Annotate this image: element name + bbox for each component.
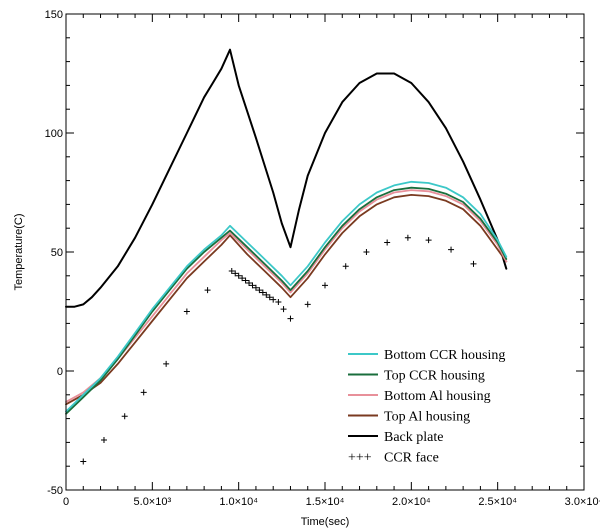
- y-tick-label: 100: [45, 128, 63, 140]
- data-point-marker: [163, 360, 170, 367]
- data-point-marker: [266, 294, 273, 301]
- data-point-marker: [275, 298, 282, 305]
- y-tick-label: -50: [47, 485, 63, 497]
- legend-label: CCR face: [384, 451, 439, 466]
- x-tick-label: 3.0×10⁴: [565, 496, 600, 508]
- data-point-marker: [259, 289, 266, 296]
- data-point-marker: [140, 389, 147, 396]
- data-point-marker: [342, 263, 349, 270]
- data-point-marker: [304, 301, 311, 308]
- data-point-marker: [256, 287, 263, 294]
- data-point-marker: [204, 287, 211, 294]
- tick-labels: 0 5.0×10³ 1.0×10⁴ 1.5×10⁴ 2.0×10⁴ 2.5×10⁴ 3.0×…: [45, 9, 600, 508]
- data-point-marker: [242, 277, 249, 284]
- data-point-marker: [121, 413, 128, 420]
- data-point-marker: [425, 237, 432, 244]
- x-axis-label: Time(sec): [301, 516, 349, 528]
- y-tick-label: 150: [45, 9, 63, 21]
- legend: Bottom CCR housing Top CCR housing Bottom …: [348, 348, 505, 466]
- series-line-4: [65, 48, 508, 308]
- data-point-marker: [263, 291, 270, 298]
- series-markers: [80, 234, 477, 465]
- data-point-marker: [404, 234, 411, 241]
- data-point-marker: [322, 282, 328, 289]
- data-point-marker: [100, 437, 107, 444]
- series-line-2: [65, 189, 508, 403]
- data-point-marker: [228, 268, 235, 275]
- series-line-1: [65, 186, 508, 415]
- x-tick-label: 1.0×10⁴: [219, 496, 258, 508]
- data-point-marker: [384, 239, 391, 246]
- data-point-marker: [270, 296, 277, 303]
- legend-label: Back plate: [384, 430, 443, 445]
- data-point-marker: [80, 458, 87, 465]
- data-point-marker: [246, 279, 253, 286]
- data-point-marker: [448, 246, 455, 253]
- data-point-marker: [470, 260, 477, 267]
- data-point-marker: [235, 272, 242, 279]
- series-line-0: [65, 180, 508, 413]
- legend-label: Top Al housing: [384, 410, 470, 425]
- legend-label: Bottom Al housing: [384, 389, 491, 404]
- data-point-marker: [249, 282, 256, 289]
- data-point-marker: [239, 275, 246, 282]
- y-tick-label: 0: [57, 366, 63, 378]
- x-tick-label: 0: [63, 496, 69, 508]
- x-tick-label: 2.0×10⁴: [392, 496, 431, 508]
- legend-label: Bottom CCR housing: [384, 348, 505, 363]
- x-tick-label: 1.5×10⁴: [306, 496, 345, 508]
- plot-frame: [65, 13, 585, 491]
- series-line-3: [65, 193, 508, 406]
- data-point-marker: [280, 306, 287, 313]
- legend-marker: +++: [348, 451, 372, 466]
- legend-label: Top CCR housing: [384, 369, 485, 384]
- x-tick-label: 5.0×10³: [134, 496, 172, 508]
- data-point-marker: [363, 249, 370, 255]
- data-point-marker: [287, 315, 294, 322]
- x-tick-label: 2.5×10⁴: [478, 496, 517, 508]
- data-point-marker: [232, 270, 239, 277]
- y-tick-label: 50: [51, 247, 63, 259]
- series-lines: [65, 48, 508, 415]
- y-axis-label: Temperature(C): [13, 213, 25, 290]
- data-point-marker: [183, 308, 190, 315]
- data-point-marker: [252, 284, 259, 291]
- axis-ticks: [65, 13, 585, 491]
